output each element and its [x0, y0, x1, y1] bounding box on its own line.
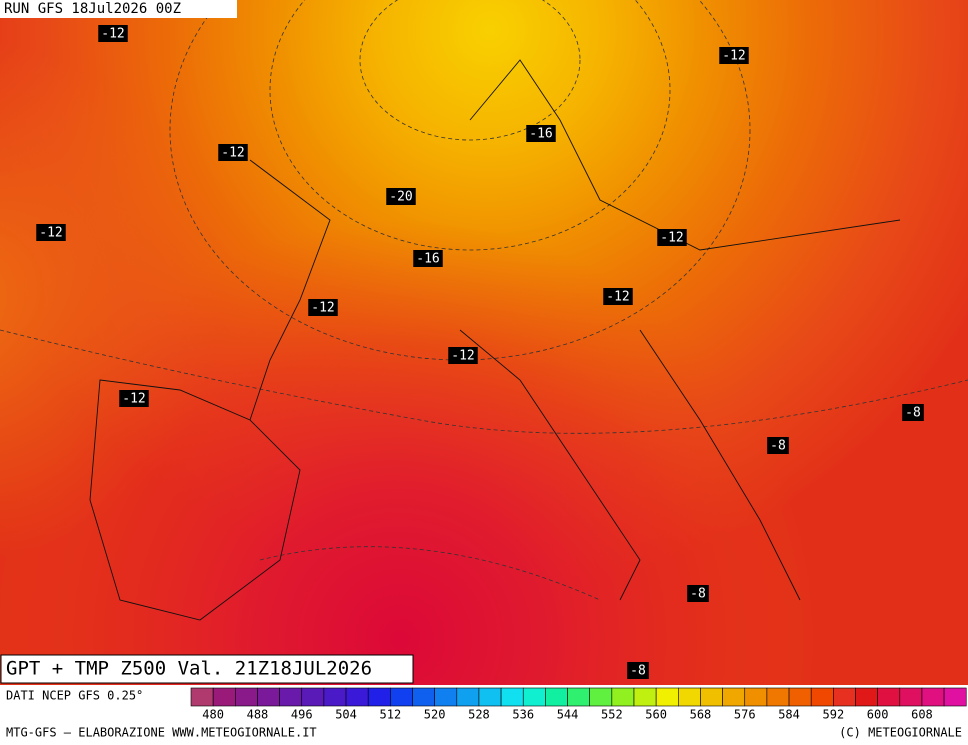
label-box [448, 347, 478, 364]
color-swatch [500, 687, 524, 707]
color-swatch [434, 687, 458, 707]
color-swatch [522, 687, 546, 707]
label-box [603, 288, 633, 305]
run-label: RUN GFS 18Jul2026 00Z [4, 1, 181, 17]
color-swatch [301, 687, 325, 707]
isotherm-label: -8 [770, 439, 786, 454]
color-swatch [633, 687, 657, 707]
color-swatch [323, 687, 347, 707]
label-box [526, 125, 556, 142]
color-swatch [345, 687, 369, 707]
scale-label: 560 [645, 708, 667, 722]
scale-label: 544 [557, 708, 579, 722]
isotherm-label: -12 [451, 349, 474, 364]
color-swatch [190, 687, 214, 707]
isotherm-label: -16 [416, 252, 439, 267]
color-swatch [279, 687, 303, 707]
color-swatch [412, 687, 435, 707]
coastlines [89, 59, 901, 621]
source: DATI NCEP GFS 0.25° [6, 689, 143, 703]
isotherm-label: -12 [122, 392, 145, 407]
color-swatch [788, 687, 812, 707]
color-swatch [943, 687, 967, 707]
copyright: (C) METEOGIORNALE [839, 726, 962, 740]
isotherm-label: -12 [221, 146, 244, 161]
label-box [767, 437, 789, 454]
label-box [119, 390, 149, 407]
scale-label: 504 [335, 708, 357, 722]
color-swatch [212, 687, 236, 707]
color-swatch [766, 687, 790, 707]
isotherm-label: -8 [690, 587, 706, 602]
scale-label: 552 [601, 708, 623, 722]
scale-label: 584 [778, 708, 800, 722]
color-swatch [611, 687, 635, 707]
isotherm-label: -12 [39, 226, 62, 241]
scale-label: 568 [690, 708, 712, 722]
isotherm-label: -12 [660, 231, 683, 246]
scale-label: 528 [468, 708, 490, 722]
label-box [627, 662, 649, 679]
scale-label: 520 [424, 708, 446, 722]
label-box [657, 229, 687, 246]
color-swatch [456, 687, 480, 707]
label-box [308, 299, 338, 316]
isotherm-label: -8 [905, 406, 921, 421]
isotherm-label: -16 [529, 127, 552, 142]
credit: MTG-GFS — ELABORAZIONE WWW.METEOGIORNALE… [6, 726, 317, 740]
label-box [98, 25, 128, 42]
color-swatch [899, 687, 923, 707]
scale-label: 480 [202, 708, 224, 722]
color-swatch [921, 687, 945, 707]
scale-label: 592 [823, 708, 845, 722]
color-swatch [567, 687, 590, 707]
label-box [719, 47, 749, 64]
isotherm-label: -12 [722, 49, 745, 64]
label-box [218, 144, 248, 161]
color-swatch [810, 687, 834, 707]
color-swatch [855, 687, 878, 707]
color-swatch [367, 687, 391, 707]
color-swatch [877, 687, 901, 707]
color-swatch [833, 687, 856, 707]
label-box [386, 188, 416, 205]
color-swatch [655, 687, 679, 707]
scale-label: 536 [512, 708, 534, 722]
label-box [902, 404, 924, 421]
isotherm-label: -12 [101, 27, 124, 42]
scale-label: 576 [734, 708, 756, 722]
color-swatch [545, 687, 568, 707]
label-box [413, 250, 443, 267]
scale-label: 512 [380, 708, 402, 722]
color-swatch [257, 687, 280, 707]
map-title: GPT + TMP Z500 Val. 21Z18JUL2026 [6, 658, 372, 680]
isotherm-label: -12 [606, 290, 629, 305]
color-swatch [722, 687, 746, 707]
color-swatch [744, 687, 768, 707]
color-swatch [677, 687, 701, 707]
color-swatch [478, 687, 502, 707]
color-swatch [589, 687, 613, 707]
label-box [36, 224, 66, 241]
scale-label: 600 [867, 708, 889, 722]
isotherm-label: -20 [389, 190, 412, 205]
color-swatch [390, 687, 413, 707]
title-box [0, 654, 414, 684]
color-swatch [700, 687, 723, 707]
isotherm-label: -8 [630, 664, 646, 679]
run-box [0, 0, 237, 18]
scale-label: 488 [247, 708, 269, 722]
scale-label: 496 [291, 708, 313, 722]
map-field [0, 0, 968, 685]
scale-label: 608 [911, 708, 933, 722]
color-swatch [235, 687, 258, 707]
isotherm-label: -12 [311, 301, 334, 316]
label-box [687, 585, 709, 602]
